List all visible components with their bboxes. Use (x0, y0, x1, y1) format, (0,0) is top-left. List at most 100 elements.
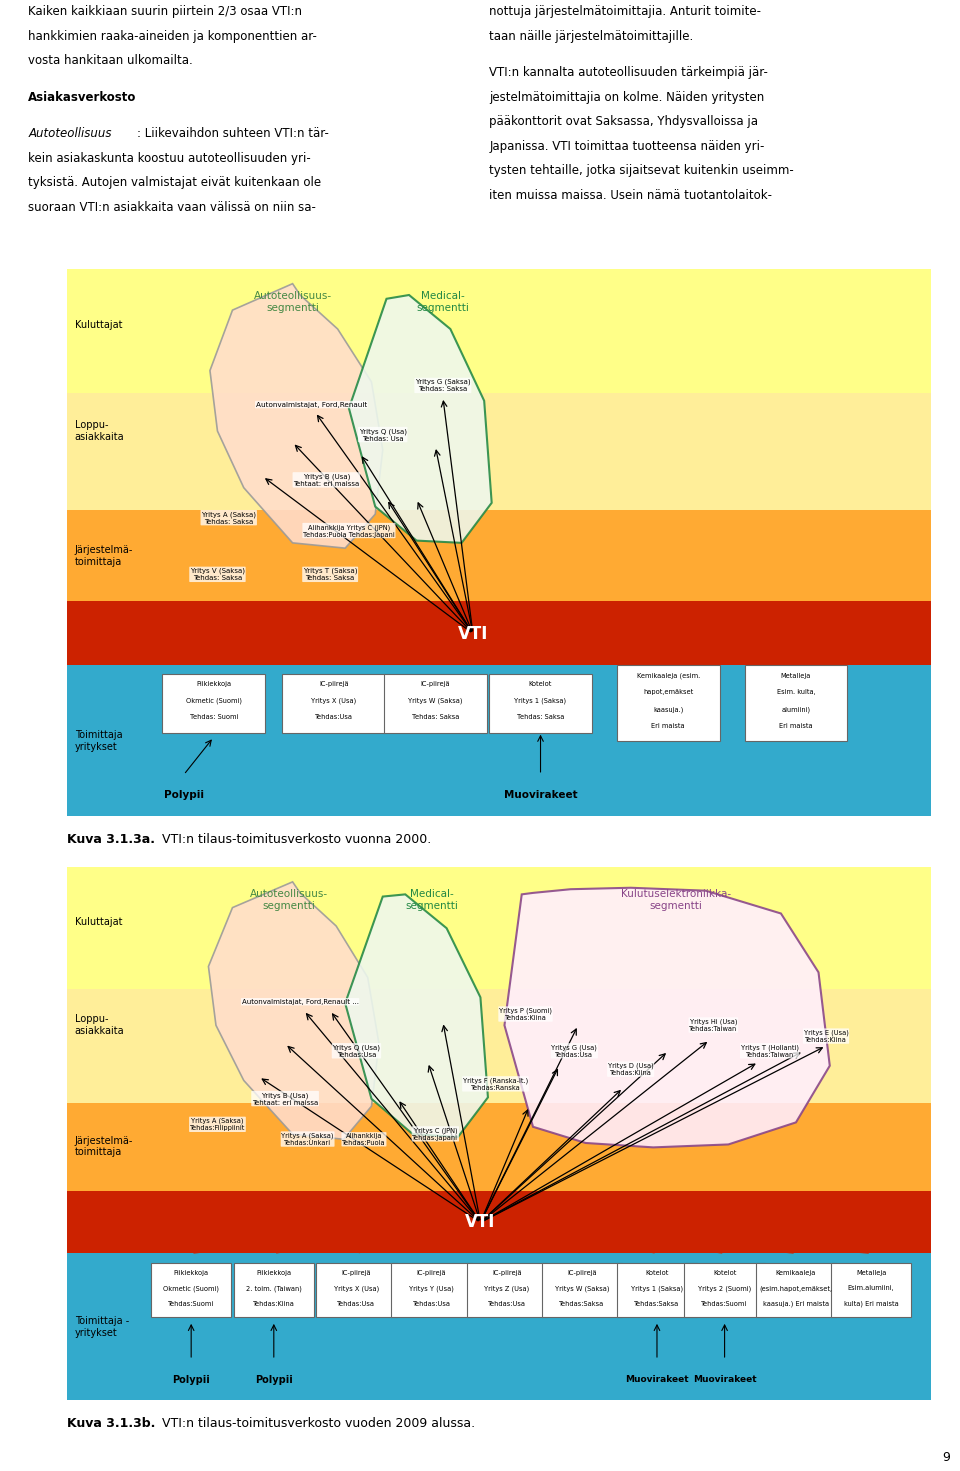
Text: Yritys B (Usa)
Tehtaat: eri maissa: Yritys B (Usa) Tehtaat: eri maissa (252, 1091, 318, 1106)
Text: Yritys T (Hollanti)
Tehdas:Taiwan: Yritys T (Hollanti) Tehdas:Taiwan (741, 1044, 799, 1058)
Text: Yritys T (Saksa)
Tehdas: Saksa: Yritys T (Saksa) Tehdas: Saksa (303, 568, 357, 581)
Bar (67, 868, 931, 989)
Text: Kotelot: Kotelot (713, 1269, 736, 1275)
Text: Yritys V (Saksa)
Tehdas: Saksa: Yritys V (Saksa) Tehdas: Saksa (190, 568, 245, 581)
Text: Medical-
segmentti: Medical- segmentti (405, 888, 458, 911)
Text: Yritys W (Saksa): Yritys W (Saksa) (555, 1286, 609, 1292)
Text: Muovirakeet: Muovirakeet (504, 790, 577, 800)
FancyBboxPatch shape (162, 674, 265, 733)
Bar (67, 602, 931, 665)
Text: Loppu-
asiakkaita: Loppu- asiakkaita (75, 421, 125, 441)
Text: Metalleja: Metalleja (856, 1269, 886, 1275)
Text: Esim.alumiini,: Esim.alumiini, (848, 1286, 895, 1292)
Text: Tehdas: Saksa: Tehdas: Saksa (516, 715, 564, 721)
Polygon shape (210, 284, 383, 549)
Text: Yritys X (Usa): Yritys X (Usa) (334, 1286, 379, 1292)
Text: Yritys D (Usa)
Tehdas:Kiina: Yritys D (Usa) Tehdas:Kiina (608, 1062, 654, 1077)
Text: VTI:n kannalta autoteollisuuden tärkeimpiä jär-: VTI:n kannalta autoteollisuuden tärkeimp… (490, 66, 768, 79)
Text: suoraan VTI:n asiakkaita vaan välissä on niin sa-: suoraan VTI:n asiakkaita vaan välissä on… (29, 202, 316, 213)
Text: : Liikevaihdon suhteen VTI:n tär-: : Liikevaihdon suhteen VTI:n tär- (137, 128, 329, 140)
Text: Yritys X (Usa): Yritys X (Usa) (311, 697, 356, 705)
Text: Alihankkija Yritys C (JPN)
Tehdas:Puola Tehdas:Japani: Alihankkija Yritys C (JPN) Tehdas:Puola … (303, 524, 395, 537)
Text: Muovirakeet: Muovirakeet (625, 1375, 688, 1384)
Text: taan näille järjestelmätoimittajille.: taan näille järjestelmätoimittajille. (490, 29, 693, 43)
Text: Tehdas: Saksa: Tehdas: Saksa (412, 715, 459, 721)
FancyBboxPatch shape (489, 674, 592, 733)
Text: Tehdas:Suomi: Tehdas:Suomi (168, 1300, 214, 1306)
Text: (esim.hapot,emäkset,: (esim.hapot,emäkset, (759, 1286, 832, 1292)
Text: vosta hankitaan ulkomailta.: vosta hankitaan ulkomailta. (29, 54, 193, 68)
Text: Toimittaja
yritykset: Toimittaja yritykset (75, 730, 122, 752)
FancyBboxPatch shape (282, 674, 385, 733)
Text: Yritys Z (Usa): Yritys Z (Usa) (484, 1286, 529, 1292)
Text: Piikiekkoja: Piikiekkoja (256, 1269, 292, 1275)
Text: Yritys F (Ranska-It.)
Tehdas:Ranska: Yritys F (Ranska-It.) Tehdas:Ranska (463, 1077, 528, 1091)
Text: Eri maista: Eri maista (780, 722, 813, 728)
Text: Medical-
segmentti: Medical- segmentti (417, 291, 469, 313)
Text: Kuva 3.1.3b.: Kuva 3.1.3b. (67, 1418, 156, 1430)
Text: Polypii: Polypii (172, 1375, 210, 1384)
Polygon shape (504, 887, 829, 1147)
Text: Yritys E (Usa)
Tehdas:Kiina: Yritys E (Usa) Tehdas:Kiina (804, 1030, 849, 1043)
Text: Polypii: Polypii (163, 790, 204, 800)
Text: Yritys G (Usa)
Tehdas:Usa: Yritys G (Usa) Tehdas:Usa (551, 1044, 597, 1058)
Text: Kulutuselektroniikka-
segmentti: Kulutuselektroniikka- segmentti (621, 888, 731, 911)
Text: Okmetic (Suomi): Okmetic (Suomi) (185, 697, 242, 705)
Text: iten muissa maissa. Usein nämä tuotantolaitok-: iten muissa maissa. Usein nämä tuotantol… (490, 188, 772, 202)
Text: Piikiekkoja: Piikiekkoja (174, 1269, 208, 1275)
Bar (67, 665, 931, 816)
Bar (67, 1103, 931, 1192)
Text: Kotelot: Kotelot (645, 1269, 669, 1275)
Text: Okmetic (Suomi): Okmetic (Suomi) (163, 1286, 219, 1292)
Text: Japanissa. VTI toimittaa tuotteensa näiden yri-: Japanissa. VTI toimittaa tuotteensa näid… (490, 140, 764, 153)
Polygon shape (208, 883, 379, 1139)
Text: Alihankkija
Tehdas:Puola: Alihankkija Tehdas:Puola (342, 1133, 386, 1146)
Text: Esim. kulta,: Esim. kulta, (777, 690, 815, 696)
Text: kaasuja.): kaasuja.) (653, 706, 684, 712)
Text: Piikiekkoja: Piikiekkoja (196, 681, 231, 687)
Text: Yritys G (Saksa)
Tehdas: Saksa: Yritys G (Saksa) Tehdas: Saksa (415, 380, 470, 393)
Text: Yritys 2 (Suomi): Yritys 2 (Suomi) (698, 1286, 752, 1292)
Text: pääkonttorit ovat Saksassa, Yhdysvalloissa ja: pääkonttorit ovat Saksassa, Yhdysvallois… (490, 115, 758, 128)
Text: jestelmätoimittajia on kolme. Näiden yritysten: jestelmätoimittajia on kolme. Näiden yri… (490, 91, 764, 104)
Text: IC-piirejä: IC-piirejä (342, 1269, 372, 1275)
FancyBboxPatch shape (467, 1264, 547, 1317)
Text: Metalleja: Metalleja (780, 672, 811, 678)
Text: Tehdas:Usa: Tehdas:Usa (315, 715, 353, 721)
Text: Autoteollisuus-
segmentti: Autoteollisuus- segmentti (253, 291, 331, 313)
Text: Toimittaja -
yritykset: Toimittaja - yritykset (75, 1317, 129, 1337)
Text: kaasuja.) Eri maista: kaasuja.) Eri maista (763, 1300, 829, 1308)
Bar (67, 393, 931, 510)
Text: Tehdas:Saksa: Tehdas:Saksa (635, 1300, 680, 1306)
Text: IC-piirejä: IC-piirejä (567, 1269, 597, 1275)
Text: Kemikaaleja: Kemikaaleja (776, 1269, 816, 1275)
FancyBboxPatch shape (684, 1264, 765, 1317)
FancyBboxPatch shape (384, 674, 487, 733)
FancyBboxPatch shape (233, 1264, 314, 1317)
FancyBboxPatch shape (392, 1264, 471, 1317)
Text: 9: 9 (943, 1452, 950, 1464)
Text: Loppu-
asiakkaita: Loppu- asiakkaita (75, 1015, 125, 1036)
Text: hankkimien raaka-aineiden ja komponenttien ar-: hankkimien raaka-aineiden ja komponentti… (29, 29, 318, 43)
Text: hapot,emäkset: hapot,emäkset (643, 690, 693, 696)
Text: Yritys 1 (Saksa): Yritys 1 (Saksa) (631, 1286, 683, 1292)
Bar (67, 989, 931, 1103)
Bar (67, 510, 931, 602)
Text: Yritys C (JPN)
Tehdas:Japani: Yritys C (JPN) Tehdas:Japani (413, 1127, 458, 1141)
Text: VTI: VTI (466, 1214, 495, 1231)
FancyBboxPatch shape (616, 665, 720, 741)
Text: Tehdas: Suomi: Tehdas: Suomi (189, 715, 238, 721)
Text: Kemikaaleja (esim.: Kemikaaleja (esim. (636, 672, 700, 680)
Text: Kuluttajat: Kuluttajat (75, 918, 122, 927)
Text: nottuja järjestelmätoimittajia. Anturit toimite-: nottuja järjestelmätoimittajia. Anturit … (490, 6, 761, 18)
Text: Yritys P (Suomi)
Tehdas:Kiina: Yritys P (Suomi) Tehdas:Kiina (499, 1008, 552, 1021)
Text: Järjestelmä-
toimittaja: Järjestelmä- toimittaja (75, 544, 133, 566)
Text: Kotelot: Kotelot (529, 681, 552, 687)
FancyBboxPatch shape (316, 1264, 396, 1317)
Text: Asiakasverkosto: Asiakasverkosto (29, 91, 136, 104)
Text: Tehdas:Usa: Tehdas:Usa (488, 1300, 526, 1306)
Text: Autoteollisuus: Autoteollisuus (29, 128, 112, 140)
Text: Yritys A (Saksa)
Tehdas:Filippiinit: Yritys A (Saksa) Tehdas:Filippiinit (190, 1118, 245, 1131)
Text: Yritys B (Usa)
Tehtaat: eri maissa: Yritys B (Usa) Tehtaat: eri maissa (293, 474, 360, 487)
Text: IC-piirejä: IC-piirejä (417, 1269, 446, 1275)
